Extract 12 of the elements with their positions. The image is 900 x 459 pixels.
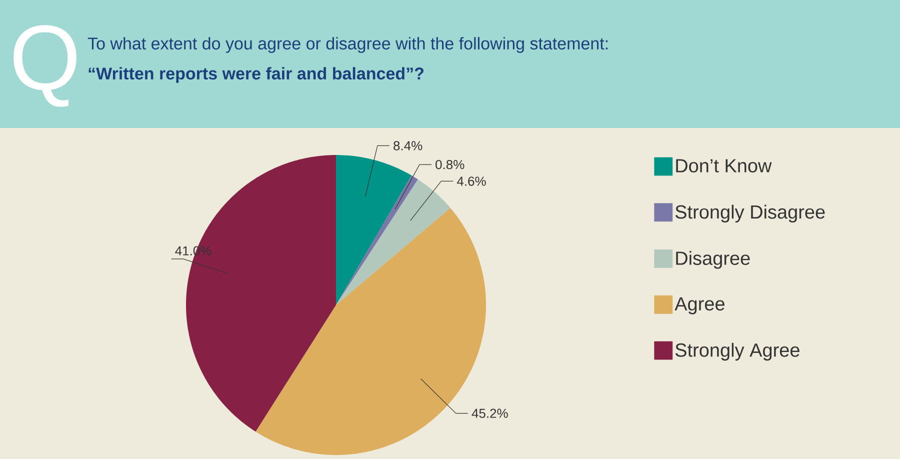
data-label: 8.4% xyxy=(394,141,422,150)
data-label: 45.2% xyxy=(472,408,508,418)
legend-label: Agree xyxy=(674,297,724,314)
legend-label: Strongly Agree xyxy=(675,342,800,361)
legend-label: Strongly Disagree xyxy=(675,204,825,222)
data-label: 4.6% xyxy=(456,176,486,186)
legend-label: Disagree xyxy=(676,251,750,269)
text: Q xyxy=(14,25,76,107)
data-label: 0.8% xyxy=(436,160,464,170)
chart-subtitle: “Written reports were fair and balanced”? xyxy=(88,67,424,83)
legend-label: Don’t Know xyxy=(676,159,772,172)
chart-title: To what extent do you agree or disagree with the following statement: xyxy=(88,37,608,53)
